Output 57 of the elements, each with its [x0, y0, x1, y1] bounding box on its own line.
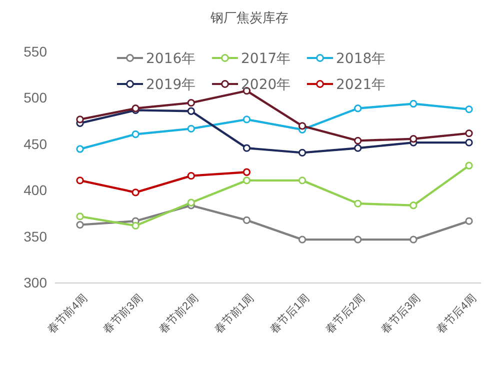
- point: [132, 188, 140, 196]
- x-tick-label: 春节后2周: [322, 291, 368, 336]
- legend-label: 2016年: [146, 51, 196, 67]
- point: [465, 129, 473, 138]
- legend-label: 2017年: [241, 51, 291, 67]
- point: [465, 105, 473, 114]
- y-tick-label: 450: [24, 136, 48, 152]
- legend-label: 2020年: [241, 77, 291, 93]
- x-tick-label: 春节前4周: [45, 291, 90, 336]
- point: [354, 104, 362, 112]
- point: [76, 145, 84, 153]
- point: [354, 136, 362, 145]
- point: [187, 98, 195, 107]
- x-tick-label: 春节后4周: [434, 291, 479, 336]
- point: [242, 216, 251, 224]
- point: [354, 200, 362, 208]
- point: [76, 116, 84, 124]
- point: [187, 198, 195, 206]
- x-tick-label: 春节前1周: [212, 291, 256, 336]
- point: [132, 222, 140, 230]
- chart-title: 钢厂焦炭库存: [210, 11, 288, 26]
- legend-label: 2018年: [336, 51, 386, 67]
- point: [187, 107, 195, 115]
- point: [465, 138, 473, 146]
- point: [242, 144, 251, 152]
- point: [354, 144, 362, 152]
- point: [298, 148, 306, 157]
- point: [76, 176, 84, 184]
- point: [76, 212, 84, 220]
- point: [298, 122, 306, 130]
- x-tick-label: 春节后3周: [378, 291, 424, 336]
- point: [298, 176, 306, 184]
- y-tick-label: 300: [24, 274, 48, 290]
- point: [410, 100, 418, 108]
- y-tick-label: 550: [24, 43, 48, 60]
- x-tick-label: 春节前3周: [100, 291, 146, 336]
- point: [242, 168, 251, 176]
- point: [410, 236, 418, 244]
- point: [187, 124, 195, 133]
- point: [465, 217, 473, 225]
- point: [132, 130, 140, 138]
- x-tick-label: 春节前2周: [156, 291, 201, 336]
- point: [410, 202, 418, 210]
- y-tick-label: 400: [24, 182, 48, 198]
- y-tick-label: 350: [24, 228, 48, 244]
- point: [410, 135, 418, 143]
- point: [187, 172, 195, 180]
- point: [76, 220, 84, 229]
- legend-label: 2019年: [146, 77, 196, 93]
- point: [354, 236, 362, 244]
- point: [298, 236, 306, 244]
- point: [242, 116, 251, 124]
- point: [242, 176, 251, 184]
- y-tick-label: 500: [24, 90, 48, 106]
- point: [465, 162, 473, 170]
- x-tick-label: 春节后1周: [267, 291, 312, 336]
- legend-label: 2021年: [336, 77, 386, 93]
